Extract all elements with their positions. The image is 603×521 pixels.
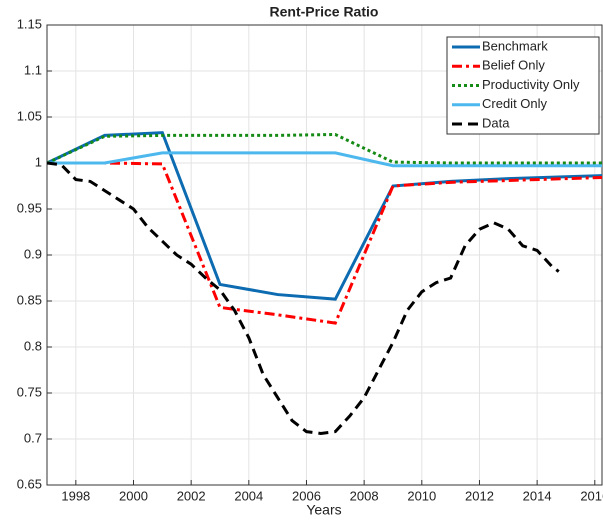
x-tick-label: 2006: [292, 488, 321, 503]
y-tick-label: 0.8: [24, 338, 42, 353]
y-tick-label: 0.7: [24, 430, 42, 445]
series-line: [47, 151, 602, 168]
x-axis-label: Years: [306, 502, 341, 518]
series-line: [47, 132, 602, 165]
x-tick-label: 2010: [407, 488, 436, 503]
chart-title: Rent-Price Ratio: [270, 4, 379, 20]
legend-label: Productivity Only: [482, 77, 580, 92]
series-line: [47, 131, 602, 301]
legend-label: Belief Only: [482, 58, 545, 73]
series-line: [47, 161, 560, 435]
x-tick-label: 2014: [523, 488, 552, 503]
x-tick-label: 1998: [61, 488, 90, 503]
y-tick-label: 0.65: [17, 476, 42, 491]
x-tick-label: 2000: [119, 488, 148, 503]
y-tick-label: 0.75: [17, 384, 42, 399]
y-tick-label: 0.85: [17, 292, 42, 307]
y-tick-label: 1.15: [17, 16, 42, 31]
plot-border: [46, 24, 603, 486]
x-tick-label: 2016: [580, 488, 603, 503]
x-tick-label: 2008: [350, 488, 379, 503]
y-tick-label: 1.1: [24, 62, 42, 77]
y-tick-label: 0.9: [24, 246, 42, 261]
legend-label: Benchmark: [482, 38, 548, 53]
x-tick-label: 2012: [465, 488, 494, 503]
lines: [47, 131, 602, 435]
y-tick-label: 1.05: [17, 108, 42, 123]
series-line: [47, 161, 602, 325]
x-tick-label: 2002: [177, 488, 206, 503]
legend-label: Data: [482, 115, 510, 130]
legend-label: Credit Only: [482, 96, 548, 111]
y-tick-label: 0.95: [17, 200, 42, 215]
x-tick-label: 2004: [234, 488, 263, 503]
y-tick-label: 1: [35, 154, 42, 169]
